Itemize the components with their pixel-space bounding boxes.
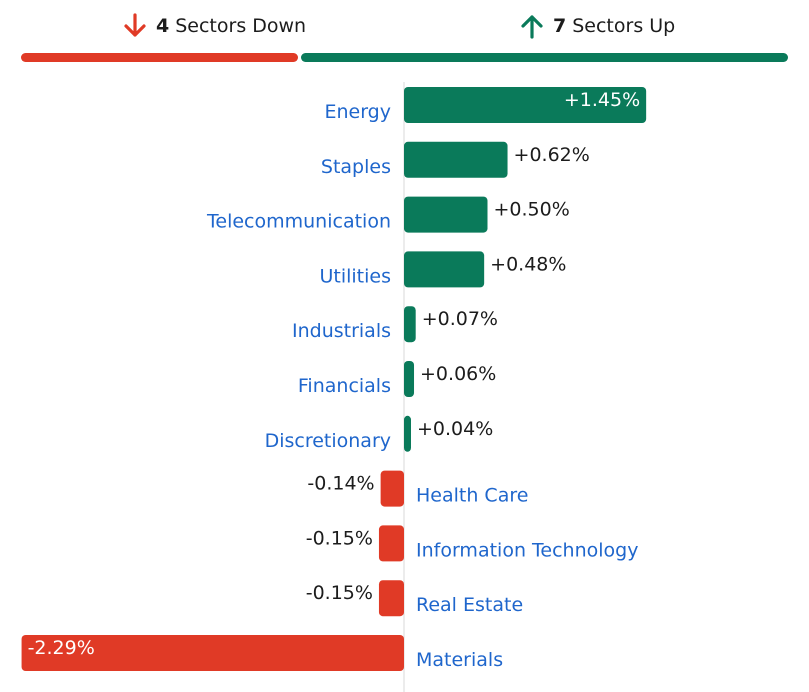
category-label-utilities[interactable]: Utilities bbox=[319, 265, 391, 287]
bar-real-estate[interactable] bbox=[378, 580, 404, 617]
value-label-health-care: -0.14% bbox=[307, 473, 374, 495]
bar-utilities[interactable] bbox=[404, 251, 485, 288]
value-label-materials: -2.29% bbox=[28, 637, 95, 659]
category-label-financials[interactable]: Financials bbox=[298, 375, 391, 397]
sectors-up-bar bbox=[301, 53, 788, 62]
bar-materials[interactable] bbox=[21, 635, 404, 671]
bar-financials[interactable] bbox=[404, 361, 415, 397]
category-label-materials[interactable]: Materials bbox=[416, 649, 503, 671]
category-label-discretionary[interactable]: Discretionary bbox=[265, 430, 391, 452]
category-label-staples[interactable]: Staples bbox=[321, 156, 391, 178]
value-label-real-estate: -0.15% bbox=[306, 582, 373, 604]
sectors-up-summary: 7 Sectors Up bbox=[521, 13, 675, 39]
value-label-staples: +0.62% bbox=[514, 144, 590, 166]
bar-industrials[interactable] bbox=[404, 306, 416, 343]
category-label-energy[interactable]: Energy bbox=[324, 101, 391, 123]
sectors-down-count: 4 bbox=[156, 15, 170, 37]
sectors-down-bar bbox=[21, 53, 298, 62]
value-label-information-technology: -0.15% bbox=[306, 527, 373, 549]
category-label-information-technology[interactable]: Information Technology bbox=[416, 539, 638, 561]
sectors-down-label: Sectors Down bbox=[175, 15, 307, 37]
bar-health-care[interactable] bbox=[380, 470, 404, 507]
sector-summary: 4 Sectors Down 7 Sectors Up bbox=[0, 0, 809, 62]
sectors-down-summary: 4 Sectors Down bbox=[124, 13, 306, 39]
bar-information-technology[interactable] bbox=[378, 525, 404, 562]
category-label-telecommunication[interactable]: Telecommunication bbox=[206, 211, 391, 233]
bar-discretionary[interactable] bbox=[404, 415, 411, 452]
arrow-down-icon bbox=[124, 13, 146, 37]
sectors-up-count: 7 bbox=[553, 15, 567, 37]
value-label-financials: +0.06% bbox=[420, 363, 496, 385]
value-label-telecommunication: +0.50% bbox=[494, 199, 570, 221]
category-label-health-care[interactable]: Health Care bbox=[416, 485, 528, 507]
arrow-up-icon bbox=[521, 15, 543, 39]
bar-staples[interactable] bbox=[404, 141, 508, 178]
value-label-utilities: +0.48% bbox=[490, 253, 566, 275]
value-label-energy: +1.45% bbox=[564, 89, 640, 111]
value-label-industrials: +0.07% bbox=[422, 308, 498, 330]
sectors-up-label: Sectors Up bbox=[572, 15, 676, 37]
bar-telecommunication[interactable] bbox=[404, 196, 488, 233]
category-label-real-estate[interactable]: Real Estate bbox=[416, 594, 523, 616]
value-label-discretionary: +0.04% bbox=[417, 418, 493, 440]
category-label-industrials[interactable]: Industrials bbox=[292, 320, 391, 342]
bar-energy[interactable] bbox=[404, 87, 647, 123]
